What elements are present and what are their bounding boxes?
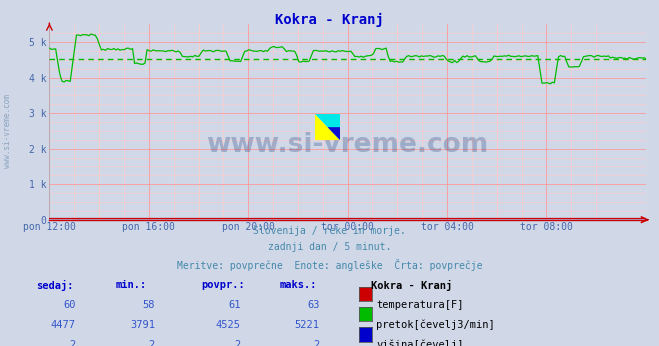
Polygon shape bbox=[315, 114, 340, 140]
Text: Meritve: povprečne  Enote: angleške  Črta: povprečje: Meritve: povprečne Enote: angleške Črta:… bbox=[177, 259, 482, 271]
Text: 61: 61 bbox=[228, 300, 241, 310]
Text: 63: 63 bbox=[307, 300, 320, 310]
Text: 3791: 3791 bbox=[130, 320, 155, 330]
Text: 2: 2 bbox=[70, 340, 76, 346]
Text: 4525: 4525 bbox=[215, 320, 241, 330]
Text: 5221: 5221 bbox=[295, 320, 320, 330]
Text: 2: 2 bbox=[149, 340, 155, 346]
Text: Slovenija / reke in morje.: Slovenija / reke in morje. bbox=[253, 226, 406, 236]
Polygon shape bbox=[315, 114, 340, 140]
Text: 2: 2 bbox=[235, 340, 241, 346]
Text: temperatura[F]: temperatura[F] bbox=[376, 300, 464, 310]
Text: višina[čevelj]: višina[čevelj] bbox=[376, 340, 464, 346]
Text: Kokra - Kranj: Kokra - Kranj bbox=[371, 280, 452, 291]
Polygon shape bbox=[328, 127, 340, 140]
Text: sedaj:: sedaj: bbox=[36, 280, 74, 291]
Text: zadnji dan / 5 minut.: zadnji dan / 5 minut. bbox=[268, 242, 391, 252]
Text: povpr.:: povpr.: bbox=[201, 280, 244, 290]
Text: www.si-vreme.com: www.si-vreme.com bbox=[206, 133, 489, 158]
Text: min.:: min.: bbox=[115, 280, 146, 290]
Text: 60: 60 bbox=[63, 300, 76, 310]
Text: pretok[čevelj3/min]: pretok[čevelj3/min] bbox=[376, 320, 495, 330]
Text: 2: 2 bbox=[314, 340, 320, 346]
Text: 4477: 4477 bbox=[51, 320, 76, 330]
Text: www.si-vreme.com: www.si-vreme.com bbox=[3, 94, 13, 169]
Text: maks.:: maks.: bbox=[280, 280, 318, 290]
Text: 58: 58 bbox=[142, 300, 155, 310]
Text: Kokra - Kranj: Kokra - Kranj bbox=[275, 13, 384, 27]
